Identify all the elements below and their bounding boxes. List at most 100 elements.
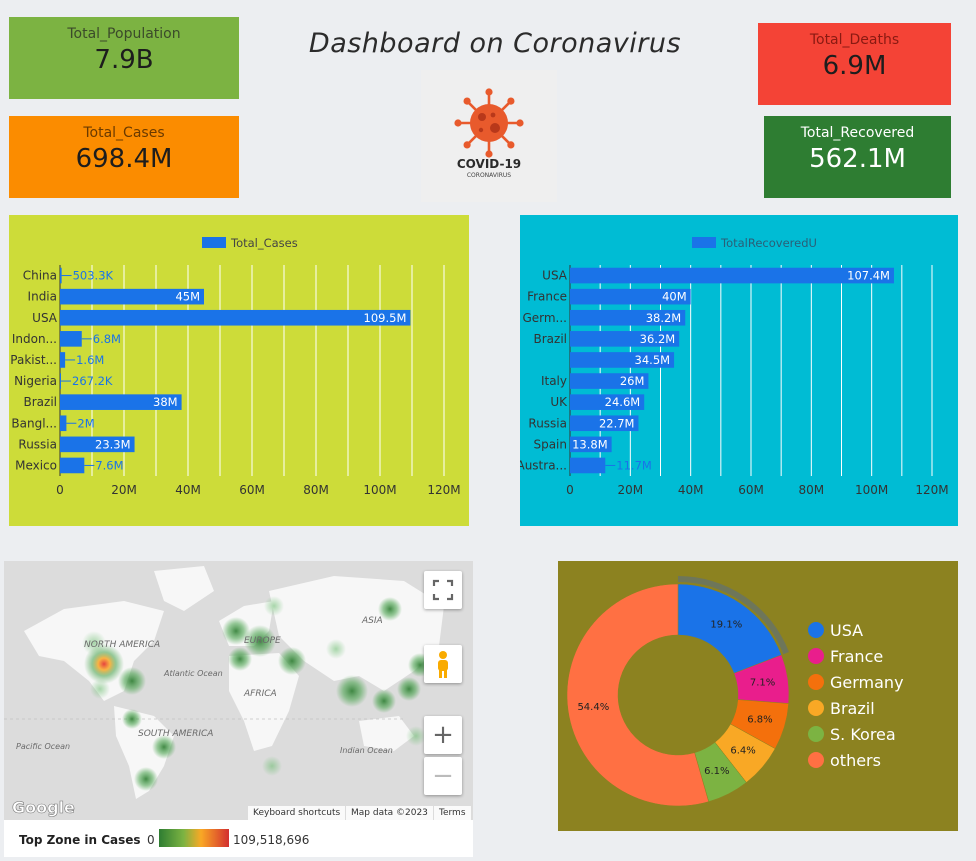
map-label-continent: AFRICA — [243, 689, 277, 699]
x-tick-label: 60M — [738, 483, 764, 497]
category-label: Germ... — [522, 311, 567, 325]
x-tick-label: 40M — [175, 483, 201, 497]
bar — [570, 436, 612, 453]
map-data-credit: Map data ©2023 — [346, 806, 433, 820]
pie-data-label: 7.1% — [750, 678, 775, 689]
legend-label: Germany — [830, 673, 904, 692]
fullscreen-button[interactable] — [424, 571, 462, 609]
data-label: 45M — [175, 290, 200, 304]
page-title: Dashboard on Coronavirus — [308, 28, 682, 59]
legend-swatch — [808, 648, 824, 664]
data-label: 38.2M — [646, 311, 682, 325]
legend-swatch — [808, 752, 824, 768]
heat-spots — [82, 596, 432, 791]
data-label: 11.7M — [616, 458, 652, 472]
bar — [570, 309, 686, 326]
kpi-label: Total_Deaths — [809, 32, 900, 48]
legend-label: Brazil — [830, 699, 875, 718]
kpi-total-cases: Total_Cases 698.4M — [9, 116, 239, 198]
map-canvas[interactable]: NORTH AMERICA EUROPE ASIA AFRICA SOUTH A… — [4, 561, 473, 820]
x-tick-label: 0 — [56, 483, 64, 497]
bar — [570, 457, 606, 474]
map-label-continent: NORTH AMERICA — [84, 640, 160, 650]
legend-swatch — [808, 726, 824, 742]
kpi-value: 562.1M — [809, 144, 906, 174]
category-label: France — [527, 290, 567, 304]
kpi-value: 6.9M — [822, 51, 887, 81]
cases-bar-chart: 0 20M 40M 60M 80M 100M 120M Total_Cases China 503… — [10, 236, 460, 497]
bar — [570, 288, 691, 305]
pie-slice-highlight — [677, 576, 789, 655]
data-label: 40M — [662, 290, 687, 304]
bar — [60, 352, 66, 368]
x-tick-label: 100M — [363, 483, 396, 497]
legend-label: Total_Cases — [230, 236, 298, 250]
category-label: Austra... — [520, 458, 567, 472]
data-label: 22.7M — [599, 416, 635, 430]
category-label: Spain — [533, 437, 567, 451]
recovered-bar-chart: 0 20M 40M 60M 80M 100M 120M TotalRecoveredU USA 1… — [516, 236, 948, 497]
map-legend-title: Top Zone in Cases — [19, 833, 141, 847]
category-label: Brazil — [24, 395, 58, 409]
pie-panel: 19.1% 7.1% 6.8% 6.4% 6.1% 54.4% USA France Germa… — [558, 561, 958, 831]
map-label-continent: ASIA — [361, 616, 383, 626]
recovered-bar-panel: 0 20M 40M 60M 80M 100M 120M TotalRecoveredU USA 1… — [516, 215, 958, 526]
data-label: 26M — [620, 374, 645, 388]
category-label: Nigeria — [14, 374, 57, 388]
fullscreen-icon — [432, 579, 454, 601]
data-label: 267.2K — [72, 374, 113, 388]
data-label: 38M — [153, 395, 178, 409]
x-tick-label: 0 — [566, 483, 574, 497]
data-label: 107.4M — [847, 269, 890, 283]
keyboard-shortcuts-link[interactable]: Keyboard shortcuts — [248, 806, 346, 820]
pie-data-label: 19.1% — [710, 619, 742, 630]
pegman-icon — [438, 651, 448, 678]
legend-label: USA — [830, 621, 863, 640]
kpi-label: Total_Recovered — [800, 125, 915, 141]
legend-swatch — [808, 622, 824, 638]
category-label: China — [23, 269, 57, 283]
street-view-button[interactable] — [424, 645, 462, 683]
bar — [60, 267, 62, 284]
category-label: Mexico — [15, 458, 57, 472]
data-label: 13.8M — [572, 437, 608, 451]
x-tick-label: 40M — [678, 483, 704, 497]
x-tick-label: 100M — [855, 483, 888, 497]
legend-swatch — [692, 237, 716, 248]
category-label: Indon... — [12, 332, 57, 346]
data-label: 503.3K — [73, 269, 114, 283]
terms-link[interactable]: Terms — [434, 806, 471, 820]
x-tick-label: 20M — [111, 483, 137, 497]
data-label: 23.3M — [95, 437, 131, 451]
category-label: Russia — [18, 437, 57, 451]
legend-swatch — [808, 700, 824, 716]
bar — [570, 415, 639, 432]
donut-chart: 19.1% 7.1% 6.8% 6.4%6.1% 54.4% USA France Germa… — [566, 576, 904, 807]
data-label: 34.5M — [635, 353, 671, 367]
bar — [60, 415, 67, 432]
cases-bar-panel: 0 20M 40M 60M 80M 100M 120M Total_Cases China 503… — [9, 215, 469, 526]
bar — [570, 267, 894, 284]
legend-label: France — [830, 647, 883, 666]
zoom-in-button[interactable]: + — [424, 716, 462, 754]
geo-heat-map[interactable]: NORTH AMERICA EUROPE ASIA AFRICA SOUTH A… — [4, 561, 473, 857]
data-label: 1.6M — [76, 353, 104, 367]
category-label: USA — [32, 311, 58, 325]
zoom-out-button[interactable]: − — [424, 757, 462, 795]
data-label: 36.2M — [640, 332, 676, 346]
bar — [60, 288, 204, 305]
legend-swatch — [202, 237, 226, 248]
map-legend-scale — [159, 829, 229, 847]
legend-label: S. Korea — [830, 725, 896, 744]
kpi-label: Total_Cases — [83, 125, 165, 141]
pie-data-label: 54.4% — [577, 702, 609, 713]
kpi-label: Total_Population — [67, 26, 181, 42]
category-label: UK — [550, 395, 568, 409]
kpi-value: 7.9B — [94, 45, 154, 75]
legend-label: TotalRecoveredU — [720, 236, 817, 250]
bar — [60, 309, 411, 326]
bar — [60, 373, 61, 389]
data-label: 7.6M — [95, 458, 123, 472]
bar — [570, 373, 649, 389]
map-label-continent: SOUTH AMERICA — [138, 729, 213, 739]
